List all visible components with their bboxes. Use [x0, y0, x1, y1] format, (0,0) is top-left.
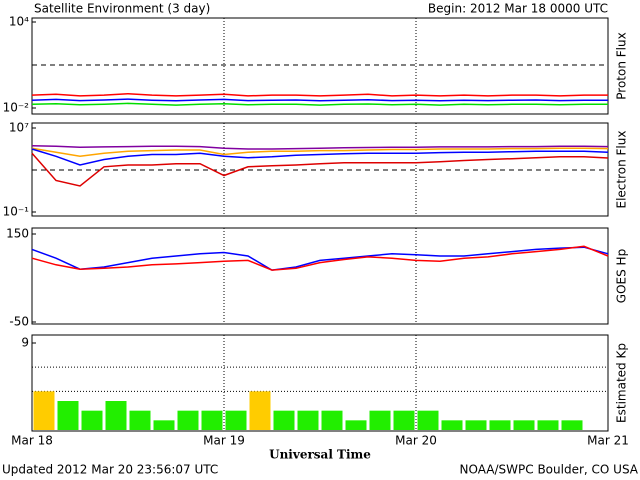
kp-bar [537, 420, 559, 430]
kp-bar [489, 420, 511, 430]
updated-time: Updated 2012 Mar 20 23:56:07 UTC [2, 463, 218, 477]
kp-bar [321, 410, 343, 430]
kp-bar [561, 420, 583, 430]
y-tick-label: -50 [9, 315, 29, 329]
y-tick-label: 10⁻² [3, 101, 30, 115]
x-tick-label: Mar 18 [11, 434, 53, 448]
kp-bar [201, 410, 223, 430]
y-axis-label: GOES Hp [615, 249, 629, 303]
kp-bar [393, 410, 415, 430]
kp-bar [129, 410, 151, 430]
y-axis-label: Electron Flux [615, 131, 629, 209]
kp-bar [369, 410, 391, 430]
data-line [31, 102, 608, 106]
data-line [31, 98, 608, 102]
y-tick-label: 150 [6, 227, 29, 241]
y-axis-label: Estimated Kp [615, 343, 629, 423]
kp-bar [513, 420, 535, 430]
data-line [31, 245, 609, 271]
kp-bar [441, 420, 463, 430]
kp-bar [249, 391, 271, 430]
title: Satellite Environment (3 day) [34, 2, 210, 16]
kp-bar [297, 410, 319, 430]
x-tick-label: Mar 20 [395, 434, 437, 448]
y-axis-label: Proton Flux [615, 32, 629, 99]
kp-bar [81, 410, 103, 430]
data-line [31, 246, 609, 271]
y-tick-label: 9 [21, 336, 29, 350]
kp-bar [177, 410, 199, 430]
y-tick-label: 10⁻¹ [3, 205, 30, 219]
kp-bar [465, 420, 487, 430]
data-line [31, 145, 609, 150]
data-line [31, 152, 609, 187]
x-tick-label: Mar 19 [203, 434, 245, 448]
credit: NOAA/SWPC Boulder, CO USA [460, 463, 639, 477]
kp-bar [225, 410, 247, 430]
kp-bar [57, 401, 79, 430]
kp-bar [417, 410, 439, 430]
panel-frame [31, 334, 609, 432]
begin-time: Begin: 2012 Mar 18 0000 UTC [428, 2, 608, 16]
kp-bar [345, 420, 367, 430]
kp-bar [105, 401, 127, 430]
kp-bar [33, 391, 55, 430]
x-axis-label: Universal Time [269, 448, 371, 462]
data-line [31, 147, 609, 158]
y-tick-label: 10⁷ [9, 121, 29, 135]
x-tick-label: Mar 21 [587, 434, 629, 448]
panel-frame [31, 17, 609, 115]
kp-bar [153, 420, 175, 430]
data-line [31, 148, 609, 166]
y-tick-label: 10⁴ [9, 15, 29, 29]
kp-bar [273, 410, 295, 430]
panel-frame [31, 227, 609, 325]
data-line [31, 92, 608, 97]
